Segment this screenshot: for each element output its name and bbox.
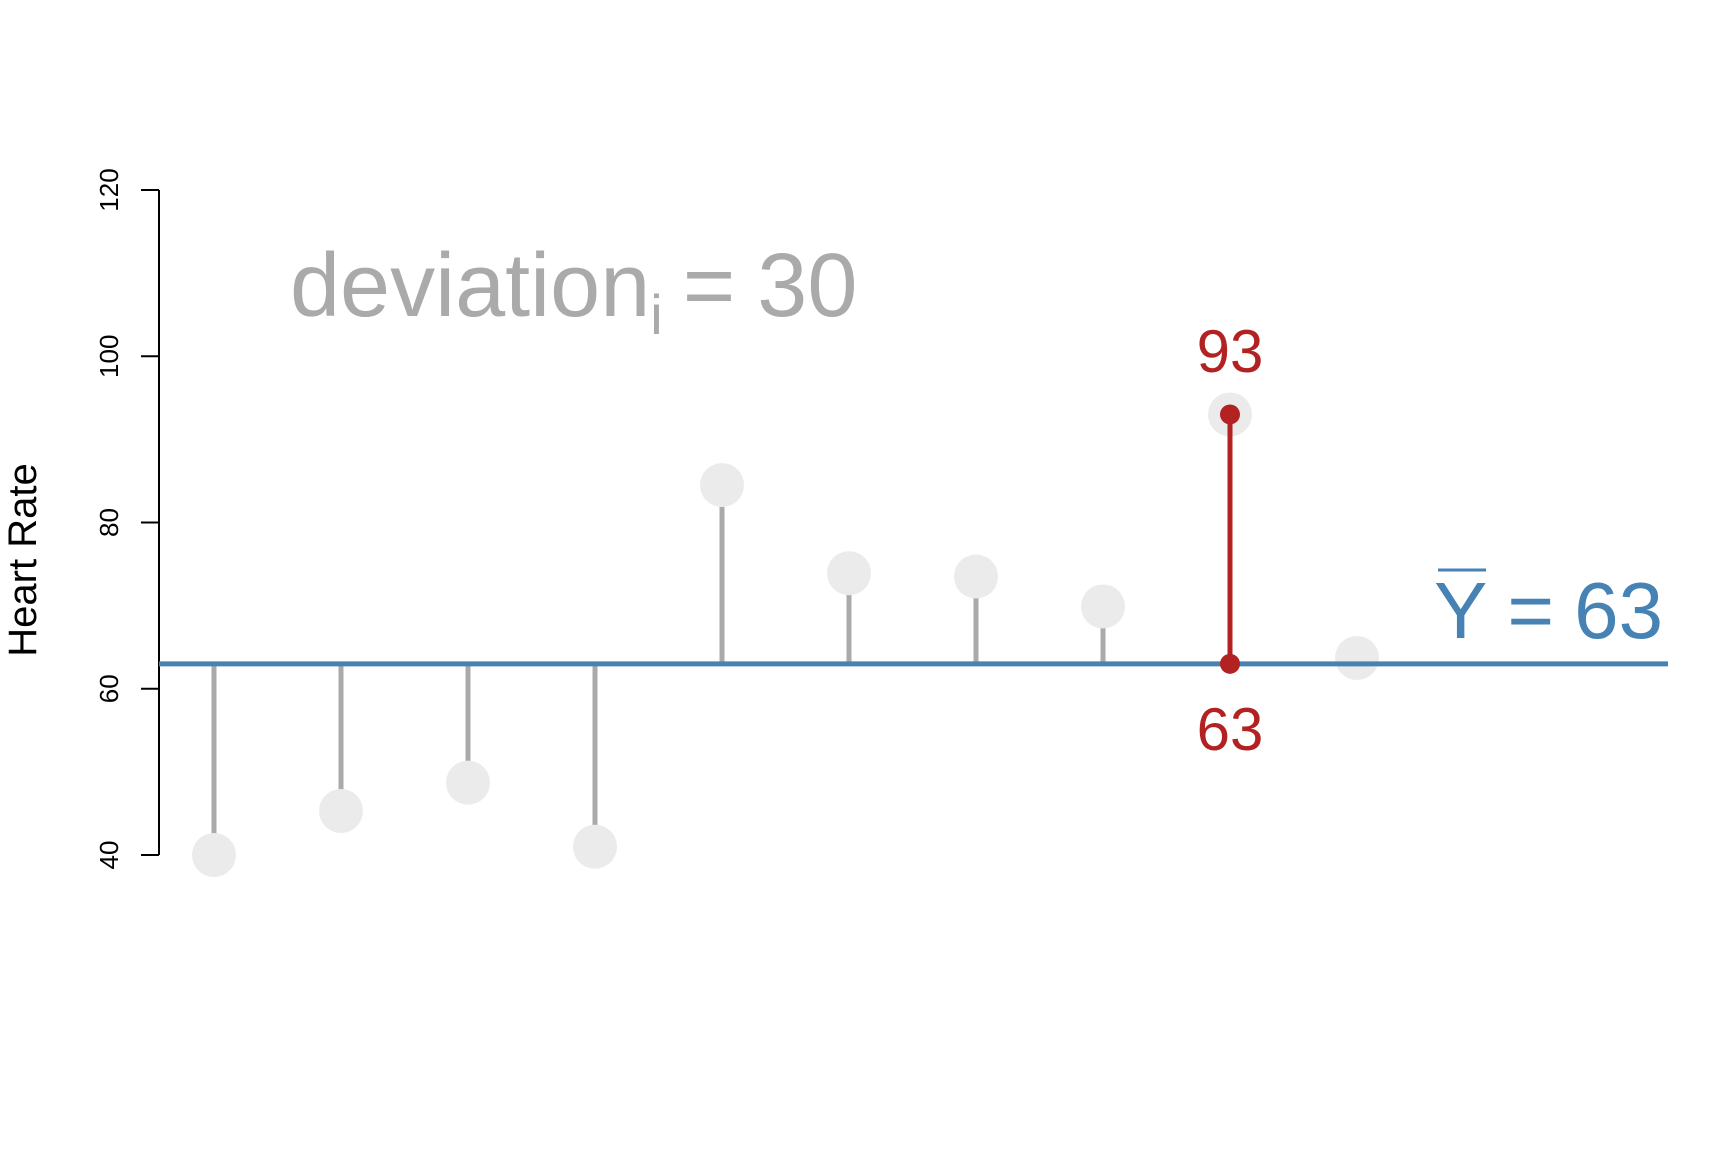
data-points: [192, 392, 1379, 877]
data-point: [700, 463, 744, 508]
deviation-subscript: i: [650, 283, 662, 346]
deviation-lines: [211, 485, 1360, 855]
data-point: [446, 760, 490, 805]
deviation-annotation: deviationi = 30: [290, 236, 857, 346]
data-point: [573, 824, 617, 869]
data-point: [954, 554, 998, 599]
mean-value: 63: [1574, 566, 1663, 655]
y-axis-label: Heart Rate: [1, 463, 45, 656]
y-tick-label: 120: [94, 168, 124, 211]
mean-annotation: Y = 63: [1434, 566, 1663, 655]
data-point: [319, 788, 363, 833]
highlight-point-marker: [1220, 404, 1240, 425]
deviation-equals: =: [683, 236, 736, 336]
highlight-mean-marker: [1220, 653, 1240, 674]
highlight-bottom-label: 63: [1197, 696, 1264, 763]
y-axis: 40 60 80 100 120: [94, 168, 160, 870]
y-tick-label: 60: [94, 674, 124, 703]
y-tick-label: 100: [94, 335, 124, 378]
deviation-prefix: deviation: [290, 236, 650, 336]
highlight-group: [1220, 404, 1240, 674]
y-tick-label: 40: [94, 841, 124, 870]
mean-symbol: Y: [1434, 566, 1487, 655]
data-point: [1081, 584, 1125, 629]
data-point: [827, 551, 871, 596]
mean-equals: =: [1507, 566, 1554, 655]
data-point: [192, 833, 236, 877]
highlight-top-label: 93: [1197, 318, 1264, 385]
data-point: [1335, 635, 1379, 680]
deviation-value: 30: [757, 236, 857, 336]
y-tick-label: 80: [94, 508, 124, 537]
